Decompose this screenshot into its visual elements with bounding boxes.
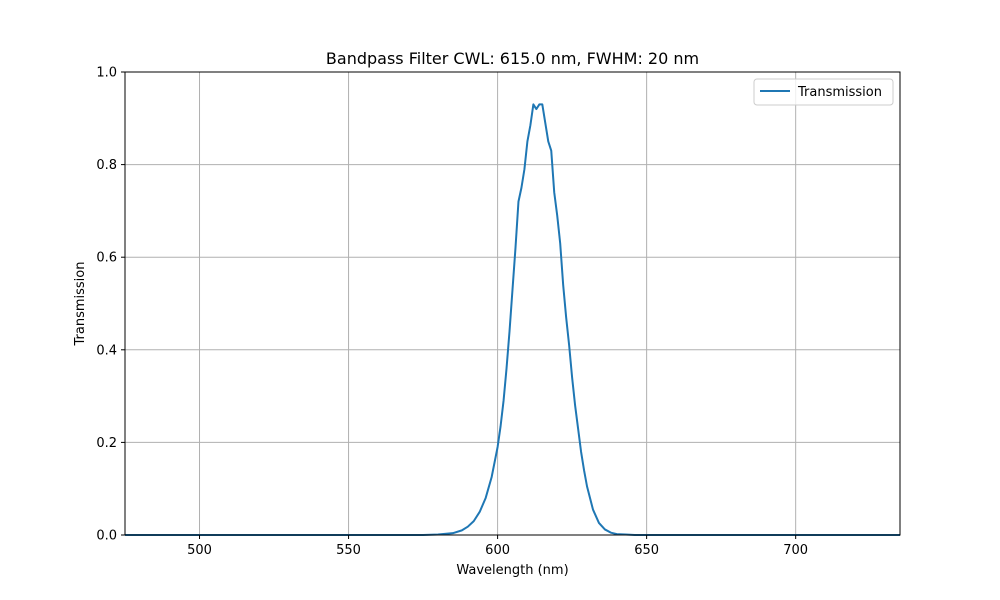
y-tick-label: 0.8 — [96, 158, 117, 173]
y-tick-label: 0.4 — [96, 343, 117, 358]
series-line-transmission — [125, 103, 900, 536]
y-tick-label: 0.2 — [96, 436, 117, 451]
plot-frame — [124, 71, 901, 536]
x-tick-label: 650 — [634, 543, 659, 558]
y-tick-label: 0.0 — [96, 529, 117, 544]
x-tick-label: 700 — [783, 543, 808, 558]
legend: Transmission — [753, 78, 894, 106]
y-tick-label: 1.0 — [96, 66, 117, 81]
y-tick-label: 0.6 — [96, 251, 117, 266]
x-axis-label: Wavelength (nm) — [456, 563, 568, 578]
legend-label-transmission: Transmission — [797, 85, 882, 100]
chart-title: Bandpass Filter CWL: 615.0 nm, FWHM: 20 … — [326, 49, 699, 68]
x-tick-label: 500 — [187, 543, 212, 558]
y-axis-label: Transmission — [73, 262, 88, 347]
axis-ticks: 500 550 600 650 700 0.0 0.2 0.4 0.6 0.8 1.0 — [96, 66, 808, 559]
legend-box — [753, 78, 894, 106]
x-tick-label: 550 — [336, 543, 361, 558]
series-layer — [125, 103, 900, 536]
x-tick-label: 600 — [485, 543, 510, 558]
